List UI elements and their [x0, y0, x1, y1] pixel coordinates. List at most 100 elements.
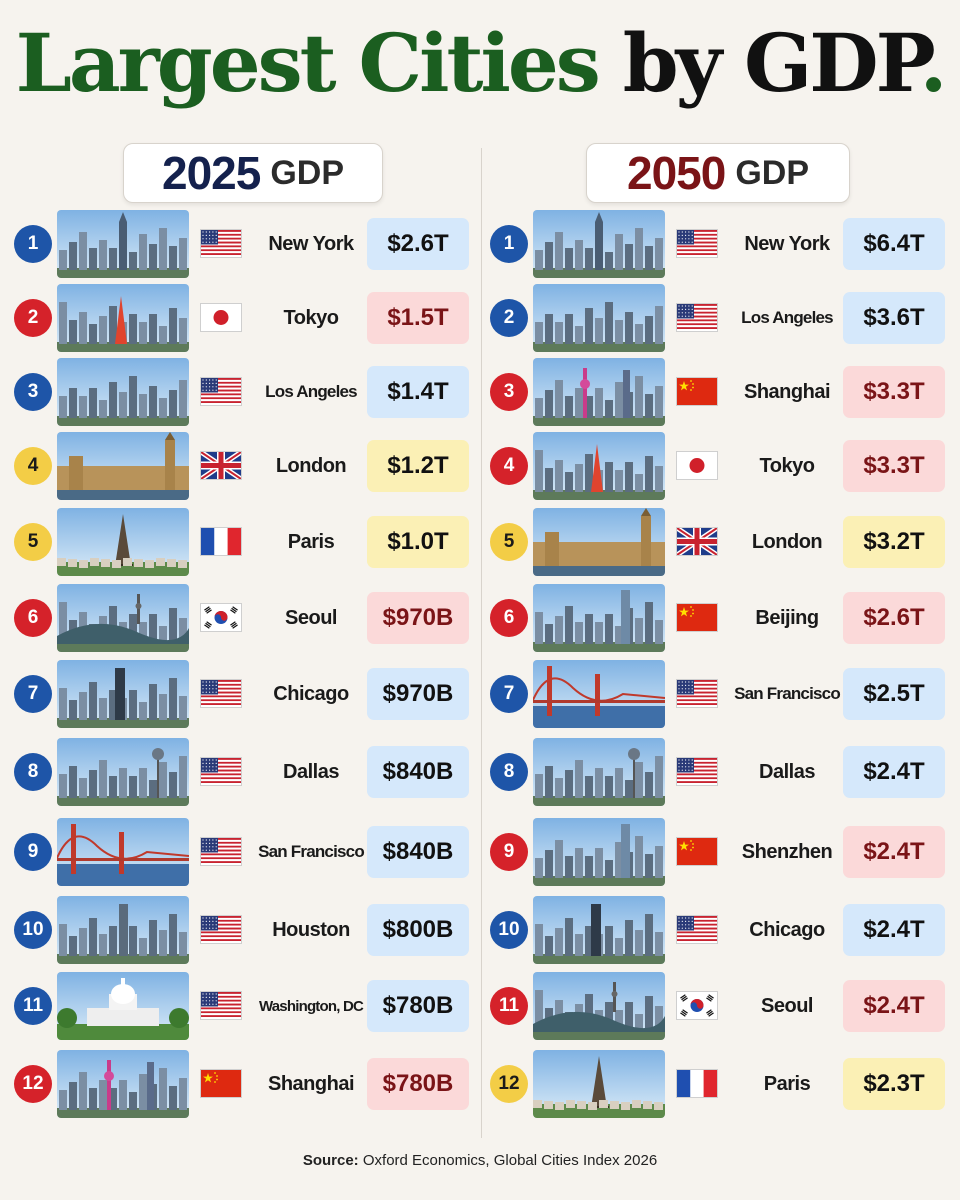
- flag-us-icon: [200, 915, 242, 944]
- flag-us-icon: [200, 837, 242, 866]
- rank-badge: 8: [14, 753, 52, 791]
- rank-badge: 4: [490, 447, 528, 485]
- gdp-value-2025: $780B: [367, 980, 469, 1032]
- rank-badge: 3: [490, 373, 528, 411]
- city-name: Tokyo: [759, 454, 815, 477]
- table-row: 11 Seoul $2.4T: [490, 972, 950, 1042]
- city-name: Paris: [763, 1072, 811, 1095]
- rank-badge: 8: [490, 753, 528, 791]
- table-row: 5 Paris $1.0T: [14, 508, 474, 578]
- flag-uk-icon: [200, 451, 242, 480]
- table-row: 2 Tokyo $1.5T: [14, 284, 474, 354]
- flag-uk-icon: [676, 527, 718, 556]
- flag-cn-icon: [200, 1069, 242, 1098]
- city-name: New York: [744, 232, 830, 255]
- flag-us-icon: [200, 377, 242, 406]
- column-header-2025: 2025 GDP: [123, 143, 383, 203]
- flag-jp-icon: [200, 303, 242, 332]
- city-skyline-image: [533, 358, 665, 426]
- city-name: Washington, DC: [258, 997, 364, 1015]
- city-name: Chicago: [273, 682, 349, 705]
- table-row: 6 Seoul $970B: [14, 584, 474, 654]
- gdp-value-2050: $2.5T: [843, 668, 945, 720]
- flag-us-icon: [676, 915, 718, 944]
- skyline-illustration: [533, 660, 665, 728]
- table-row: 10 Houston $800B: [14, 896, 474, 966]
- city-skyline-image: [57, 284, 189, 352]
- table-row: 3 Los Angeles $1.4T: [14, 358, 474, 428]
- rank-badge: 11: [490, 987, 528, 1025]
- skyline-illustration: [57, 660, 189, 728]
- city-skyline-image: [57, 584, 189, 652]
- city-skyline-image: [57, 738, 189, 806]
- title-period: .: [919, 16, 948, 110]
- table-row: 10 Chicago $2.4T: [490, 896, 950, 966]
- gdp-value-2050: $2.4T: [843, 746, 945, 798]
- gdp-value-2050: $3.2T: [843, 516, 945, 568]
- table-row: 8 Dallas $2.4T: [490, 738, 950, 808]
- skyline-illustration: [57, 1050, 189, 1118]
- table-row: 4 London $1.2T: [14, 432, 474, 502]
- skyline-illustration: [57, 896, 189, 964]
- city-name: Los Angeles: [741, 308, 833, 327]
- gdp-value-2050: $2.3T: [843, 1058, 945, 1110]
- rank-badge: 5: [490, 523, 528, 561]
- city-name: New York: [268, 232, 354, 255]
- rank-badge: 7: [490, 675, 528, 713]
- city-name: Los Angeles: [265, 382, 357, 401]
- skyline-illustration: [57, 508, 189, 576]
- rank-badge: 6: [490, 599, 528, 637]
- gdp-value-2050: $2.4T: [843, 980, 945, 1032]
- skyline-illustration: [533, 508, 665, 576]
- city-skyline-image: [57, 432, 189, 500]
- gdp-value-2050: $3.6T: [843, 292, 945, 344]
- column-year: 2025: [161, 147, 261, 199]
- city-name: Houston: [272, 918, 350, 941]
- column-label: GDP: [735, 153, 810, 192]
- city-skyline-image: [57, 972, 189, 1040]
- skyline-illustration: [533, 972, 665, 1040]
- gdp-value-2050: $2.6T: [843, 592, 945, 644]
- source-text: Oxford Economics, Global Cities Index 20…: [362, 1152, 658, 1169]
- flag-us-icon: [200, 229, 242, 258]
- rank-badge: 2: [490, 299, 528, 337]
- title-part-black: by GDP: [622, 16, 923, 110]
- gdp-value-2025: $840B: [367, 746, 469, 798]
- column-year: 2050: [626, 147, 726, 199]
- column-label: GDP: [270, 153, 345, 192]
- gdp-value-2025: $1.5T: [367, 292, 469, 344]
- table-row: 12 Shanghai $780B: [14, 1050, 474, 1120]
- table-row: 8 Dallas $840B: [14, 738, 474, 808]
- flag-fr-icon: [200, 527, 242, 556]
- table-row: 9 San Francisco $840B: [14, 818, 474, 888]
- gdp-value-2050: $6.4T: [843, 218, 945, 270]
- table-row: 3 Shanghai $3.3T: [490, 358, 950, 428]
- rank-badge: 1: [490, 225, 528, 263]
- title-part-green: Largest Cities: [15, 16, 601, 110]
- rank-badge: 12: [490, 1065, 528, 1103]
- table-row: 6 Beijing $2.6T: [490, 584, 950, 654]
- city-skyline-image: [533, 284, 665, 352]
- rank-badge: 12: [14, 1065, 52, 1103]
- skyline-illustration: [533, 210, 665, 278]
- gdp-value-2050: $2.4T: [843, 826, 945, 878]
- skyline-illustration: [533, 284, 665, 352]
- city-skyline-image: [57, 660, 189, 728]
- page-title: Largest Cities by GDP.: [0, 8, 960, 118]
- column-divider: [481, 148, 482, 1138]
- city-name: Shanghai: [267, 1072, 355, 1095]
- flag-us-icon: [200, 679, 242, 708]
- city-name: Tokyo: [283, 306, 339, 329]
- table-row: 7 San Francisco $2.5T: [490, 660, 950, 730]
- flag-us-icon: [676, 757, 718, 786]
- rank-badge: 7: [14, 675, 52, 713]
- city-name: Chicago: [749, 918, 825, 941]
- city-name: Seoul: [285, 606, 337, 629]
- flag-kr-icon: [200, 603, 242, 632]
- table-row: 1 New York $2.6T: [14, 210, 474, 280]
- table-row: 2 Los Angeles $3.6T: [490, 284, 950, 354]
- city-name: Dallas: [283, 760, 339, 783]
- source-label: Source:: [302, 1152, 359, 1169]
- skyline-illustration: [533, 358, 665, 426]
- flag-us-icon: [676, 679, 718, 708]
